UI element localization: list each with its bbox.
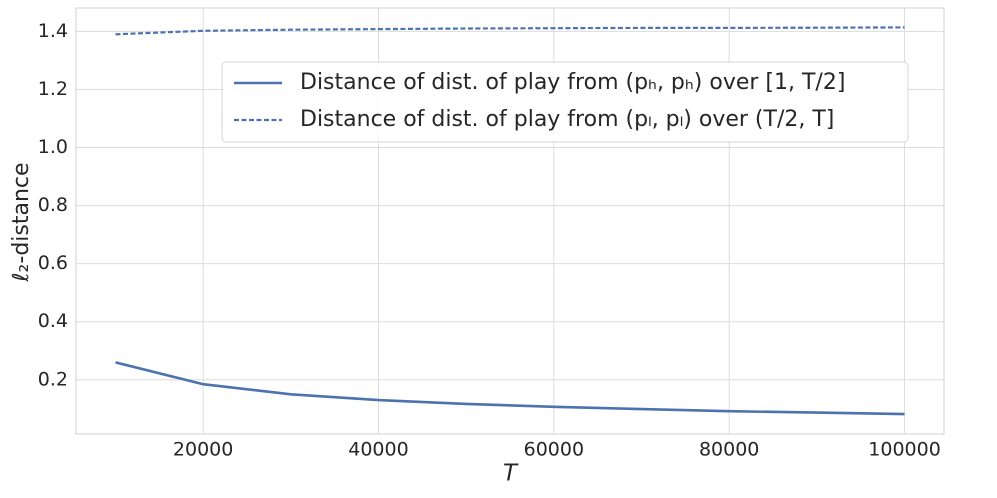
x-tick-label: 20000 [173, 439, 233, 461]
x-tick-label: 40000 [348, 439, 408, 461]
legend-label: Distance of dist. of play from (pₗ, pₗ) … [300, 107, 834, 132]
y-tick-label: 1.0 [38, 136, 68, 158]
y-tick-label: 0.4 [38, 310, 68, 332]
y-tick-label: 0.8 [38, 194, 68, 216]
legend-box [221, 61, 909, 143]
x-axis-label: T [503, 461, 519, 487]
line-series [115, 26, 905, 36]
x-tick-label: 80000 [699, 439, 759, 461]
y-tick-label: 0.2 [38, 368, 68, 390]
y-tick-label: 1.2 [38, 78, 68, 100]
x-tick-label: 60000 [524, 439, 584, 461]
x-tick-label: 100000 [868, 439, 941, 461]
y-tick-label: 1.4 [38, 20, 68, 42]
line-series [115, 361, 905, 416]
y-tick-label: 0.6 [38, 252, 68, 274]
legend-label: Distance of dist. of play from (pₕ, pₕ) … [300, 70, 845, 95]
y-axis-label: ℓ₂-distance [9, 162, 34, 282]
